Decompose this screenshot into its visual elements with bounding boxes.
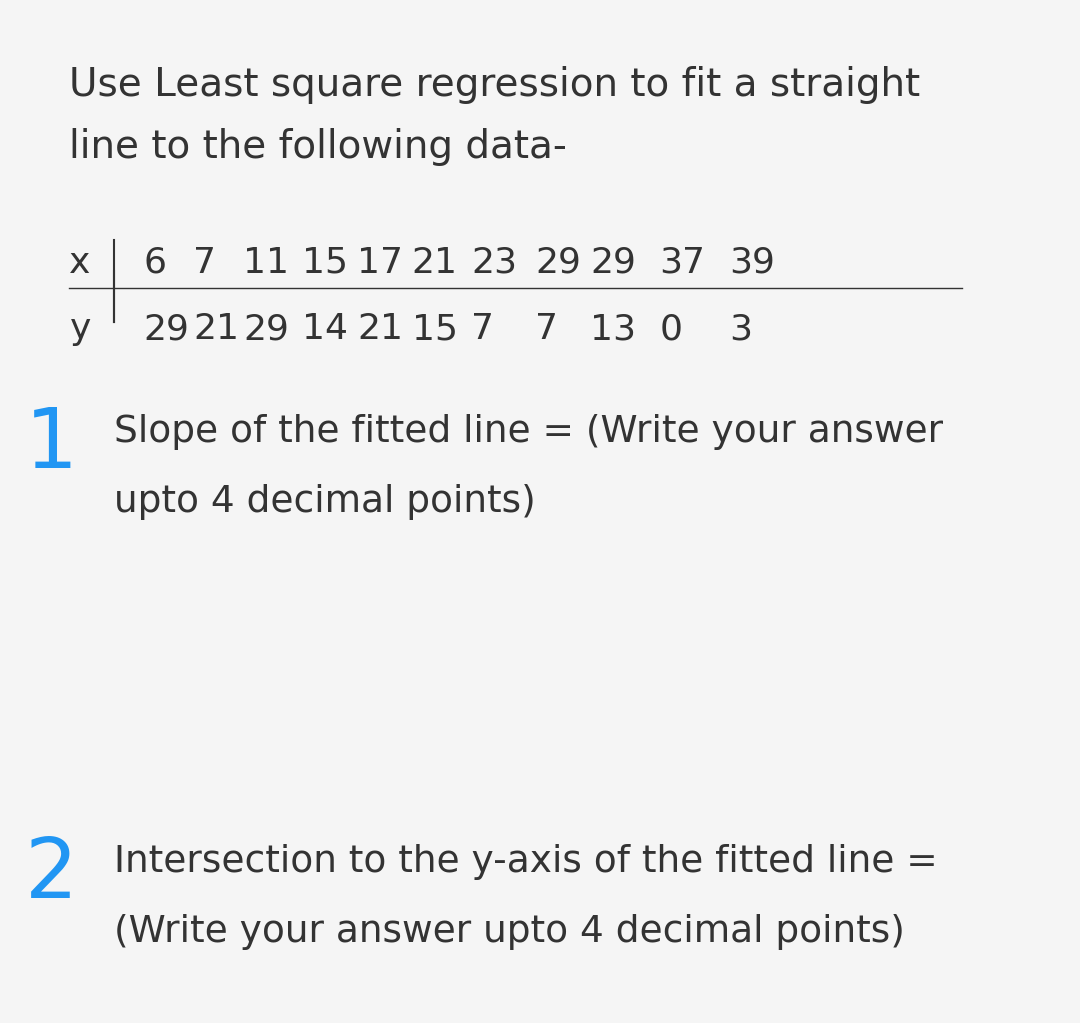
Text: 7: 7 xyxy=(536,312,558,346)
Text: 29: 29 xyxy=(590,246,636,279)
Text: 15: 15 xyxy=(302,246,349,279)
Text: 29: 29 xyxy=(144,312,190,346)
Text: Slope of the fitted line = (Write your answer: Slope of the fitted line = (Write your a… xyxy=(114,414,943,450)
Text: 21: 21 xyxy=(357,312,403,346)
Text: 14: 14 xyxy=(302,312,349,346)
Text: 0: 0 xyxy=(660,312,683,346)
Text: 11: 11 xyxy=(243,246,289,279)
Text: y: y xyxy=(69,312,91,346)
Text: 37: 37 xyxy=(660,246,705,279)
Text: 29: 29 xyxy=(536,246,581,279)
Text: 21: 21 xyxy=(193,312,240,346)
Text: 15: 15 xyxy=(411,312,458,346)
Text: x: x xyxy=(69,246,91,279)
Text: 7: 7 xyxy=(193,246,216,279)
Text: 3: 3 xyxy=(729,312,752,346)
Text: (Write your answer upto 4 decimal points): (Write your answer upto 4 decimal points… xyxy=(114,914,905,949)
Text: Use Least square regression to fit a straight: Use Least square regression to fit a str… xyxy=(69,66,920,104)
Text: 13: 13 xyxy=(590,312,636,346)
Text: 1: 1 xyxy=(25,404,78,485)
Text: 7: 7 xyxy=(471,312,494,346)
Text: 23: 23 xyxy=(471,246,517,279)
Text: line to the following data-: line to the following data- xyxy=(69,128,567,166)
Text: upto 4 decimal points): upto 4 decimal points) xyxy=(114,484,536,520)
Text: 2: 2 xyxy=(25,834,78,915)
Text: 29: 29 xyxy=(243,312,288,346)
Text: Intersection to the y-axis of the fitted line =: Intersection to the y-axis of the fitted… xyxy=(114,844,937,880)
Text: 39: 39 xyxy=(729,246,774,279)
Text: 17: 17 xyxy=(357,246,403,279)
Text: 21: 21 xyxy=(411,246,458,279)
Text: 6: 6 xyxy=(144,246,166,279)
